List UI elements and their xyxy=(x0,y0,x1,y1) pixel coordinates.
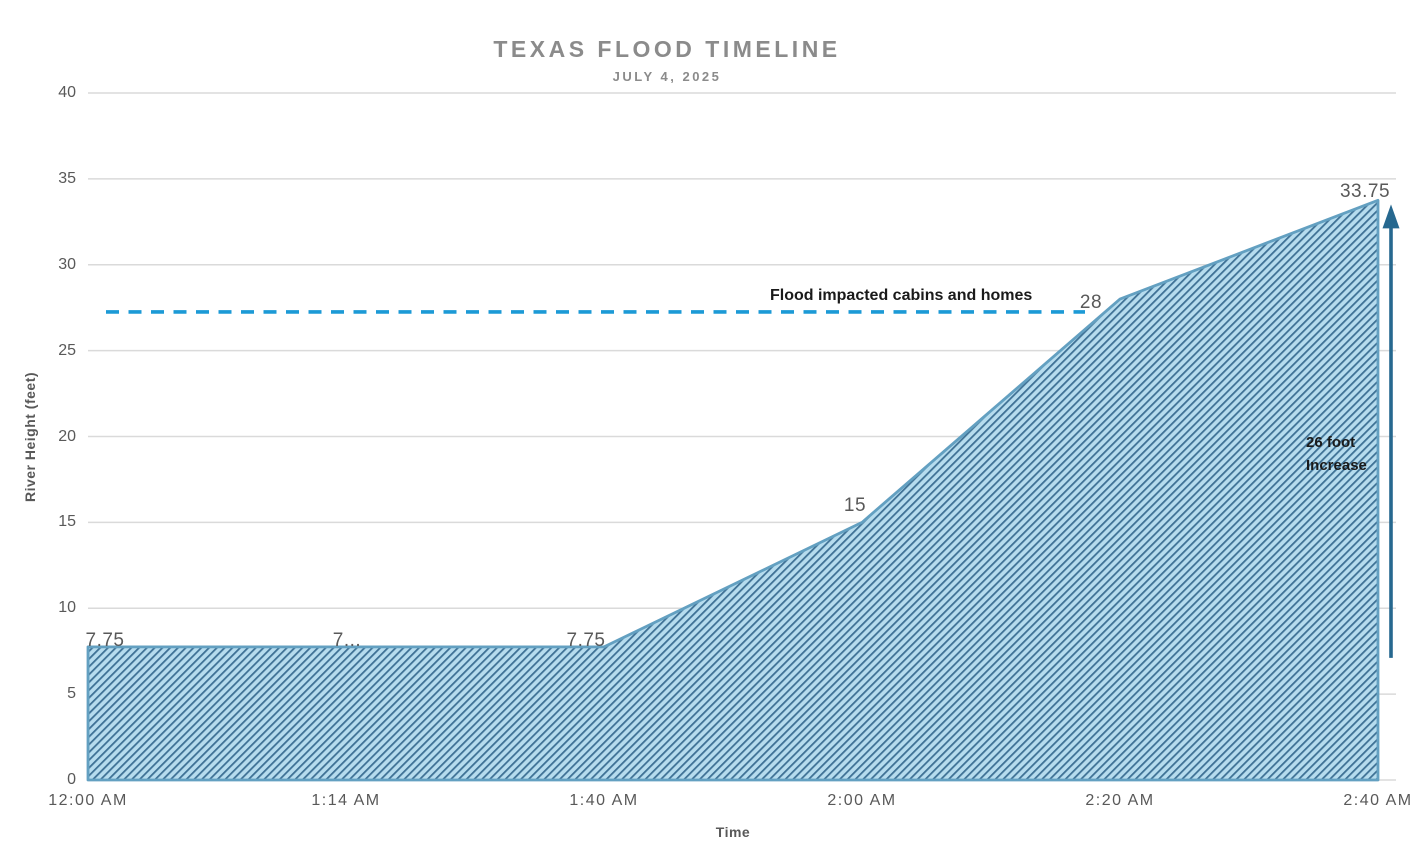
river-height-area-series xyxy=(86,198,1380,782)
x-tick-label: 2:20 AM xyxy=(1085,792,1155,809)
y-tick-label: 0 xyxy=(67,771,76,788)
y-tick-label: 10 xyxy=(58,599,76,617)
flood-threshold-label: Flood impacted cabins and homes xyxy=(770,287,1033,304)
increase-annotation-label: 26 foot Increase xyxy=(1306,431,1367,477)
y-tick-label: 25 xyxy=(58,341,76,359)
y-tick-label: 30 xyxy=(58,255,76,273)
chart-title: TEXAS FLOOD TIMELINE xyxy=(493,36,841,62)
x-tick-label: 2:00 AM xyxy=(827,792,897,809)
y-tick-label: 5 xyxy=(67,685,76,703)
y-axis-title: River Height (feet) xyxy=(22,371,38,503)
data-label: 7.75 xyxy=(85,629,125,651)
increase-annotation-line1: 26 foot xyxy=(1306,434,1356,451)
y-tick-label: 20 xyxy=(58,427,76,445)
x-tick-label: 1:40 AM xyxy=(569,792,639,809)
x-tick-label: 1:14 AM xyxy=(311,792,381,809)
y-tick-label: 40 xyxy=(58,84,76,101)
y-tick-label: 15 xyxy=(58,513,76,531)
data-label: 7.75 xyxy=(566,629,606,651)
chart-subtitle: JULY 4, 2025 xyxy=(612,69,722,84)
data-label: 28 xyxy=(1079,292,1103,314)
increase-arrow xyxy=(1382,204,1400,658)
data-label: 33.75 xyxy=(1339,181,1391,203)
y-tick-label: 35 xyxy=(58,169,76,187)
x-axis-title: Time xyxy=(715,824,751,840)
data-label: 7... xyxy=(332,629,362,651)
increase-arrow-head-icon xyxy=(1382,204,1400,229)
x-tick-label: 2:40 AM xyxy=(1343,792,1413,809)
data-label: 15 xyxy=(843,495,867,517)
x-tick-label: 12:00 AM xyxy=(48,792,128,809)
increase-annotation-line2: Increase xyxy=(1306,457,1367,474)
